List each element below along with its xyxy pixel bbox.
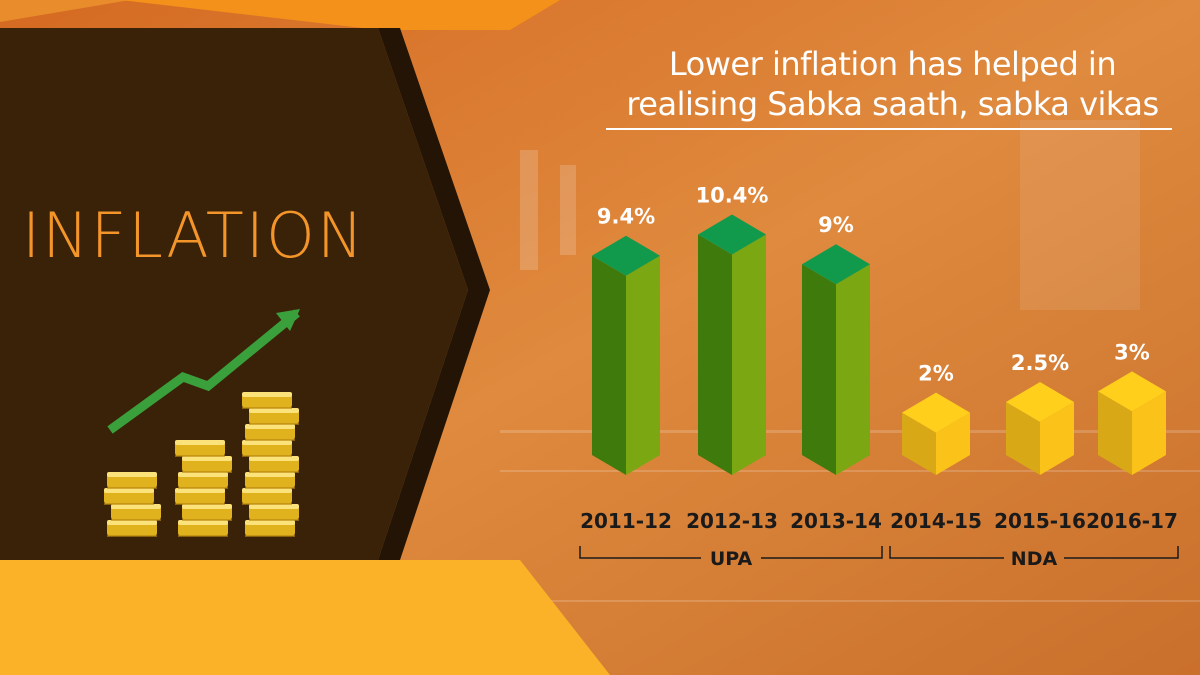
bar-2014-15 [902, 392, 970, 475]
bracket-line-right [761, 546, 883, 559]
dark-panel-edge [378, 28, 490, 560]
bar-left-face [592, 255, 626, 475]
faint-market-texture [500, 120, 1200, 602]
bottom-yellow-band [0, 560, 610, 675]
bar-right-face [1040, 402, 1074, 475]
coin-highlight [182, 504, 232, 509]
coin-stacks-icon [104, 392, 299, 537]
coin-highlight [245, 520, 295, 525]
group-label: NDA [1011, 548, 1058, 570]
bar-top-face [1006, 382, 1074, 422]
coin-highlight [249, 504, 299, 509]
dark-panel [0, 28, 468, 560]
category-label: 2011-12 [580, 509, 672, 533]
bar-top-face [1098, 371, 1166, 412]
coin-highlight [175, 440, 225, 445]
chart-title-line-1: Lower inflation has helped in [668, 45, 1117, 83]
value-label: 3% [1114, 340, 1150, 364]
coin-highlight [107, 472, 157, 477]
bar-right-face [936, 412, 970, 475]
bar-left-face [1006, 402, 1040, 475]
bar-top-face [902, 392, 970, 433]
bar-2013-14 [802, 244, 870, 475]
bar-left-face [698, 234, 732, 475]
coin-highlight [242, 440, 292, 445]
bar-2011-12 [592, 235, 660, 475]
bar-right-face [836, 264, 870, 475]
coin-highlight [175, 488, 225, 493]
coin-highlight [242, 488, 292, 493]
bar-2012-13 [698, 214, 766, 475]
bar-2016-17 [1098, 371, 1166, 475]
bar-top-face [698, 214, 766, 255]
bar-top-face [592, 235, 660, 276]
coin-highlight [245, 424, 295, 429]
coin-highlight [242, 392, 292, 397]
title-underline [606, 128, 1172, 130]
category-label: 2013-14 [790, 509, 882, 533]
category-label: 2015-16 [994, 509, 1086, 533]
value-label: 9.4% [597, 205, 655, 229]
category-label: 2016-17 [1086, 509, 1178, 533]
bar-left-face [902, 412, 936, 475]
value-label: 2% [918, 362, 954, 386]
coin-highlight [249, 456, 299, 461]
coin-highlight [178, 520, 228, 525]
bar-right-face [1132, 391, 1166, 475]
value-label: 9% [818, 213, 854, 237]
coin-highlight [182, 456, 232, 461]
bar-2015-16 [1006, 382, 1074, 475]
coin-highlight [249, 408, 299, 413]
corner-accent [0, 0, 130, 22]
value-label: 2.5% [1011, 351, 1069, 375]
bar-left-face [802, 264, 836, 475]
category-label: 2012-13 [686, 509, 778, 533]
bar-series: 9.4% 2011-12 10.4% 2012-13 9% 2013-14 2% 2014-1… [580, 184, 1178, 533]
value-label: 10.4% [696, 184, 769, 208]
coin-highlight [178, 472, 228, 477]
bar-right-face [732, 234, 766, 475]
bracket-upa: UPA [579, 546, 883, 570]
coin-highlight [104, 488, 154, 493]
coin-highlight [245, 472, 295, 477]
bracket-nda: NDA [889, 546, 1179, 570]
coin-highlight [111, 504, 161, 509]
group-label: UPA [710, 548, 753, 570]
chart-title: Lower inflation has helped in realising … [600, 44, 1185, 124]
bar-right-face [626, 255, 660, 475]
bracket-line-left [889, 546, 1004, 559]
group-brackets: UPA NDA [579, 546, 1179, 570]
coin-highlight [107, 520, 157, 525]
inflation-heading: INFLATION [22, 199, 366, 272]
bracket-line-left [579, 546, 701, 559]
top-accent-band [120, 0, 560, 30]
category-label: 2014-15 [890, 509, 982, 533]
bracket-line-right [1064, 546, 1179, 559]
bar-left-face [1098, 391, 1132, 475]
rising-trend-arrow-icon [107, 309, 300, 434]
chart-title-line-2: realising Sabka saath, sabka vikas [626, 85, 1159, 123]
arrow-head-icon [276, 309, 300, 331]
bar-top-face [802, 244, 870, 285]
